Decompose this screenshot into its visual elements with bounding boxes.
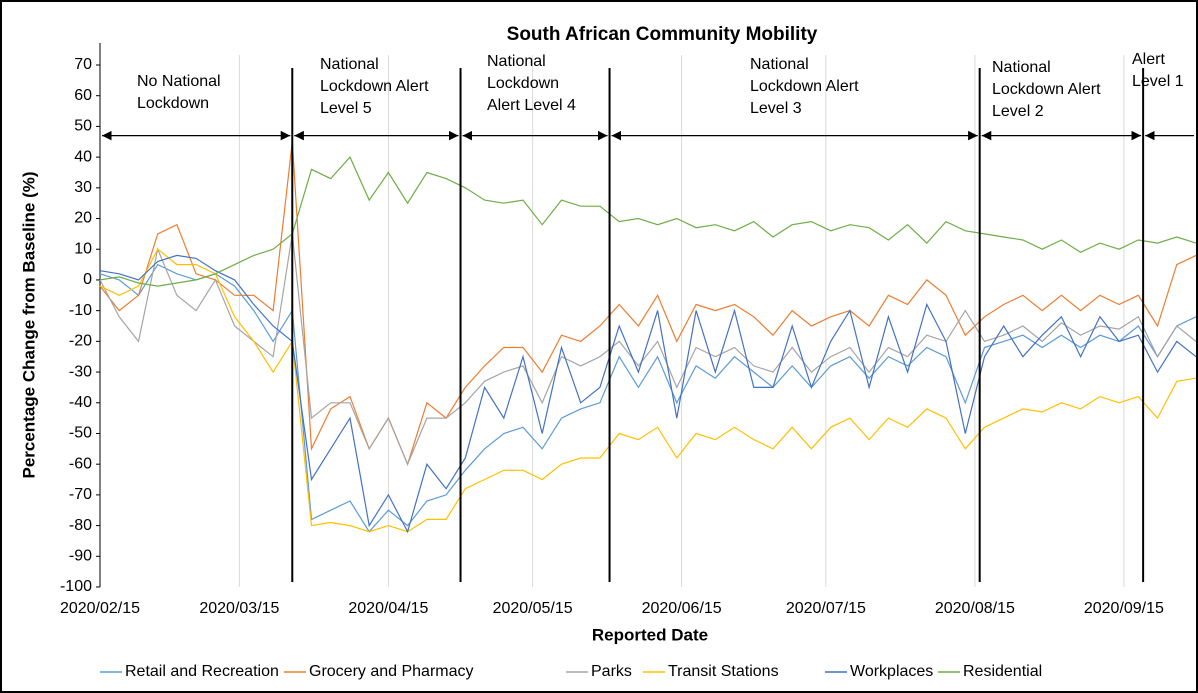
y-tick-label: 70 [74,56,92,73]
y-tick-label: -30 [69,363,92,380]
phase-label: National [320,56,379,73]
series-line [99,141,1197,466]
x-tick-label: 2020/09/15 [1084,600,1164,617]
phase-label: Level 3 [750,100,802,117]
phase-label: National [487,53,546,70]
phase-label: Alert [1132,51,1165,68]
x-tick-label: 2020/02/15 [60,600,140,617]
phase-label: Level 5 [320,100,372,117]
y-tick-label: -70 [69,486,92,503]
y-tick-label: 50 [74,118,92,135]
y-tick-label: -20 [69,333,92,350]
legend-label: Retail and Recreation [125,663,279,680]
phase-label: Level 1 [1132,73,1184,90]
phase-label: Lockdown Alert [992,81,1101,98]
x-tick-label: 2020/03/15 [199,600,279,617]
phase-label: Lockdown Alert [750,78,859,95]
y-tick-label: 10 [74,240,92,257]
series-line [99,233,1197,466]
y-tick-label: -90 [69,548,92,565]
y-tick-label: 0 [83,271,92,288]
y-tick-label: -40 [69,394,92,411]
phase-label: Lockdown [487,75,559,92]
y-tick-label: -50 [69,425,92,442]
legend-label: Workplaces [850,663,933,680]
series-line [99,248,1197,533]
x-tick-label: 2020/08/15 [935,600,1015,617]
legend-label: Transit Stations [668,663,779,680]
legend-label: Parks [591,663,632,680]
series-line [99,156,1197,287]
y-tick-label: 30 [74,179,92,196]
y-tick-label: -10 [69,302,92,319]
y-tick-label: -80 [69,517,92,534]
y-axis-title: Percentage Change from Baseline (%) [19,171,38,478]
phase-label: Lockdown [137,95,209,112]
phase-label: No National [137,73,221,90]
y-tick-label: -60 [69,455,92,472]
phase-label: Alert Level 4 [487,97,576,114]
y-tick-label: 20 [74,210,92,227]
series-line [99,263,1197,533]
legend-label: Residential [963,663,1042,680]
series-line [99,254,1197,534]
x-tick-label: 2020/05/15 [493,600,573,617]
legend-label: Grocery and Pharmacy [309,663,474,680]
x-tick-label: 2020/06/15 [642,600,722,617]
phase-label: Level 2 [992,103,1044,120]
phase-label: Lockdown Alert [320,78,429,95]
y-tick-label: -100 [60,578,92,595]
x-tick-label: 2020/07/15 [786,600,866,617]
y-tick-label: 60 [74,87,92,104]
x-axis-title: Reported Date [592,625,708,644]
chart-title: South African Community Mobility [507,24,818,45]
phase-label: National [750,56,809,73]
y-tick-label: 40 [74,148,92,165]
x-tick-label: 2020/04/15 [348,600,428,617]
phase-label: National [992,59,1051,76]
